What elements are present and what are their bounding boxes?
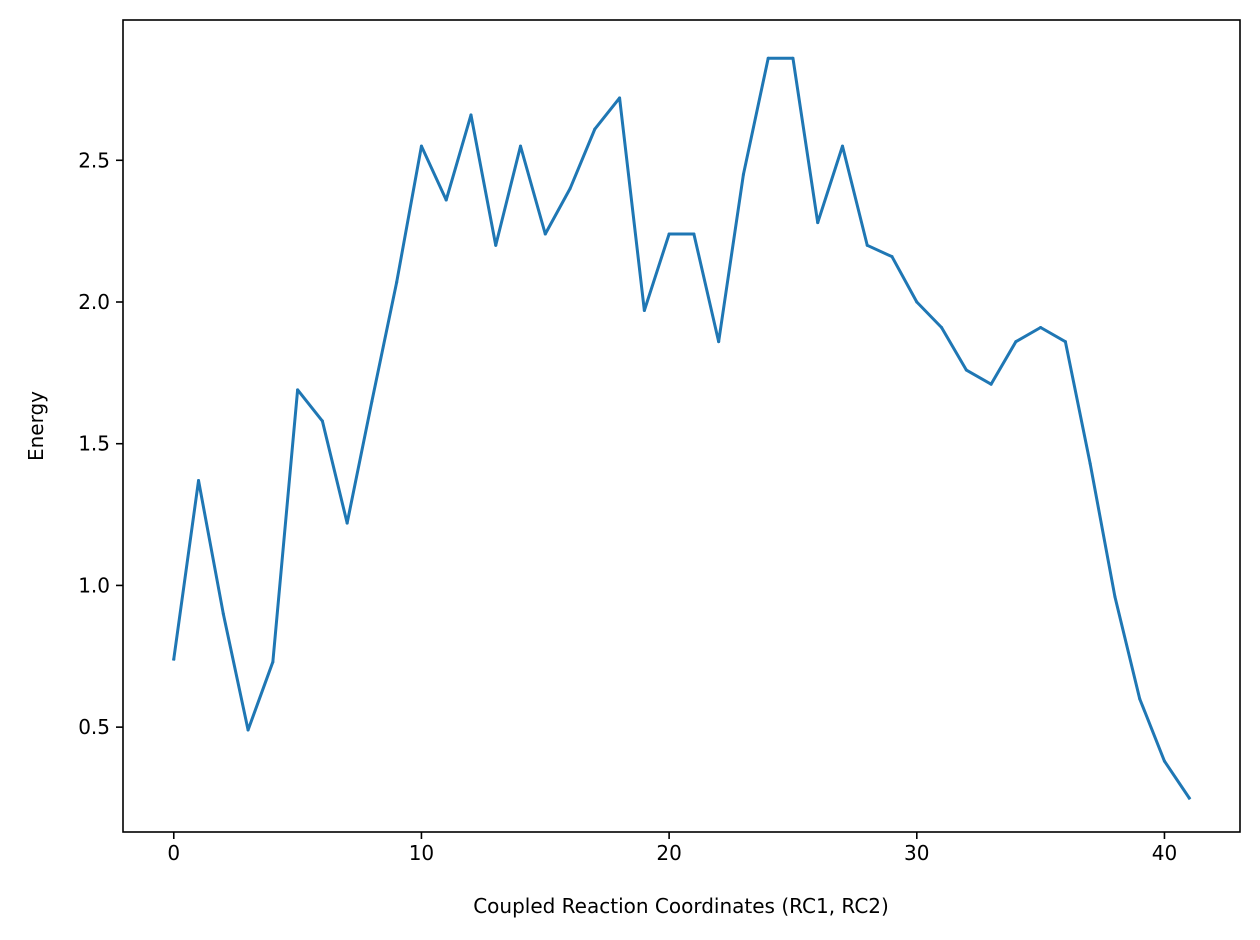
data-point xyxy=(1187,796,1191,800)
data-point xyxy=(915,300,919,304)
data-point xyxy=(246,728,250,732)
x-axis-ticks: 0 10 20 30 40 xyxy=(167,832,1177,865)
data-point xyxy=(172,657,176,661)
data-point xyxy=(766,56,770,60)
x-tick-label: 40 xyxy=(1152,841,1177,865)
data-point xyxy=(816,221,820,225)
data-point xyxy=(692,232,696,236)
y-tick-label: 1.0 xyxy=(78,573,110,597)
data-point xyxy=(271,660,275,664)
data-point xyxy=(296,388,300,392)
data-point xyxy=(791,56,795,60)
data-point xyxy=(1088,462,1092,466)
y-tick-label: 2.0 xyxy=(78,290,110,314)
data-point xyxy=(469,113,473,117)
data-point xyxy=(989,382,993,386)
data-point xyxy=(1063,340,1067,344)
data-point xyxy=(890,255,894,259)
x-axis-label: Coupled Reaction Coordinates (RC1, RC2) xyxy=(473,894,889,918)
series-layer xyxy=(172,56,1192,801)
data-point xyxy=(568,187,572,191)
data-point xyxy=(642,309,646,313)
data-point xyxy=(667,232,671,236)
data-point xyxy=(1138,697,1142,701)
data-point xyxy=(519,144,523,148)
data-point xyxy=(717,340,721,344)
data-point xyxy=(1113,595,1117,599)
data-point xyxy=(1162,759,1166,763)
data-point xyxy=(543,232,547,236)
y-tick-label: 1.5 xyxy=(78,432,110,456)
data-point xyxy=(618,96,622,100)
y-axis-ticks: 0.5 1.0 1.5 2.0 2.5 xyxy=(78,148,123,739)
data-point xyxy=(221,612,225,616)
y-axis-label: Energy xyxy=(24,391,48,461)
data-point xyxy=(1014,340,1018,344)
y-tick-label: 2.5 xyxy=(78,148,110,172)
data-point xyxy=(940,326,944,330)
x-tick-label: 20 xyxy=(656,841,681,865)
data-point xyxy=(1039,326,1043,330)
data-point xyxy=(419,144,423,148)
series-line-0 xyxy=(172,56,1192,801)
data-point xyxy=(840,144,844,148)
data-point xyxy=(444,198,448,202)
data-point xyxy=(320,419,324,423)
data-point xyxy=(345,521,349,525)
data-point xyxy=(964,368,968,372)
data-point xyxy=(593,127,597,131)
plot-area xyxy=(123,20,1240,832)
data-point xyxy=(197,479,201,483)
data-point xyxy=(395,280,399,284)
plot-frame xyxy=(122,19,1241,833)
x-tick-label: 30 xyxy=(904,841,929,865)
x-tick-label: 0 xyxy=(167,841,180,865)
x-tick-label: 10 xyxy=(409,841,434,865)
data-point xyxy=(741,172,745,176)
y-tick-label: 0.5 xyxy=(78,715,110,739)
data-point xyxy=(370,399,374,403)
data-point xyxy=(494,243,498,247)
data-point xyxy=(865,243,869,247)
